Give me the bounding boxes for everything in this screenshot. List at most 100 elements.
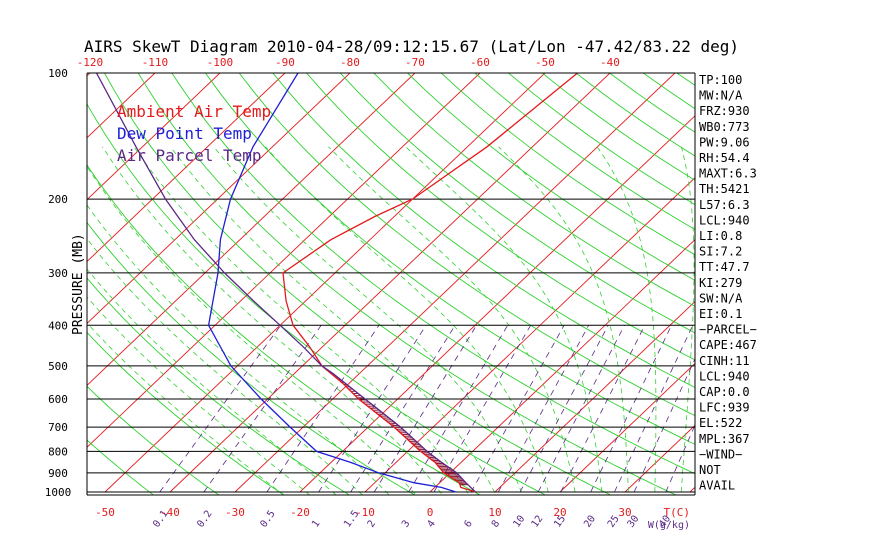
isotherm-line <box>755 73 870 492</box>
side-panel-item: LFC:939 <box>699 401 750 415</box>
dry-adiabat-line <box>373 73 695 307</box>
dry-adiabat-line <box>137 73 677 495</box>
dry-adiabat-line <box>205 73 695 445</box>
mixing-ratio-label: 20 <box>582 514 598 530</box>
mixing-ratio-line <box>519 325 609 493</box>
side-panel-item: TH:5421 <box>699 182 750 196</box>
legend-entry: Air Parcel Temp <box>117 146 262 165</box>
bottom-temp-tick-label: -30 <box>225 506 245 519</box>
axes: 0.1 0.2 0.5 1 1.5 2 3 4 6 8 10 12 15 20 25 30 4010020030… <box>45 56 696 531</box>
side-panel-item: WB0:773 <box>699 120 750 134</box>
side-panel-item: CAP:0.0 <box>699 385 750 399</box>
mixing-ratio-label: 10 <box>511 514 527 530</box>
side-panel-item: MW:N/A <box>699 89 743 103</box>
top-temp-tick-label: -110 <box>142 56 169 69</box>
series-line <box>95 73 476 493</box>
side-panel-item: L57:6.3 <box>699 198 750 212</box>
moist-adiabat-line <box>87 165 417 495</box>
mixing-ratio-label: 6 <box>462 518 474 529</box>
y-axis-label: PRESSURE (MB) <box>71 233 86 335</box>
mixing-ratio-line <box>266 325 380 493</box>
side-panel-item: SW:N/A <box>699 291 743 305</box>
x-unit-label: T(C) <box>664 506 691 519</box>
mixing-ratio-label: 4 <box>425 518 437 529</box>
isotherm-line <box>494 300 695 493</box>
dry-adiabat-line <box>87 385 220 495</box>
isotherm-line <box>559 362 695 493</box>
side-panel-item: MPL:367 <box>699 432 750 446</box>
isotherm-line <box>169 73 611 493</box>
side-panel-item: CAPE:467 <box>699 338 757 352</box>
mixing-ratio-line <box>470 325 565 493</box>
moist-adiabat-line <box>170 146 497 495</box>
dry-adiabat-line <box>87 331 285 495</box>
side-panel-item: −PARCEL− <box>699 323 757 337</box>
dry-adiabat-line <box>171 73 695 475</box>
side-panel-item: CINH:11 <box>699 354 750 368</box>
mixing-ratio-label: 2 <box>366 518 378 529</box>
side-panel-item: RH:54.4 <box>699 151 750 165</box>
pressure-tick-label: 600 <box>48 393 68 406</box>
pressure-tick-label: 700 <box>48 421 68 434</box>
mixing-ratio-line <box>560 325 646 493</box>
pressure-tick-label: 800 <box>48 445 68 458</box>
pressure-tick-label: 400 <box>48 319 68 332</box>
isotherm-line <box>0 73 25 492</box>
isotherm-line <box>820 73 870 492</box>
dry-adiabat-line <box>87 277 351 495</box>
isotherm-line <box>87 73 416 386</box>
dry-adiabat-line <box>238 73 695 417</box>
bottom-temp-tick-label: 20 <box>553 506 566 519</box>
top-temp-tick-label: -80 <box>340 56 360 69</box>
side-panel-item: KI:279 <box>699 276 742 290</box>
dry-adiabat-line <box>339 73 695 334</box>
top-temp-tick-label: -90 <box>275 56 295 69</box>
pressure-tick-label: 500 <box>48 360 68 373</box>
top-temp-tick-label: -40 <box>600 56 620 69</box>
dry-adiabat-line <box>272 73 695 389</box>
isotherm-line <box>364 177 695 493</box>
isotherm-line <box>299 115 695 493</box>
side-panel-item: EL:522 <box>699 416 742 430</box>
bottom-temp-tick-label: 0 <box>427 506 434 519</box>
isotherm-line <box>87 73 286 263</box>
side-panel-item: −WIND− <box>699 447 742 461</box>
chart-title: AIRS SkewT Diagram 2010-04-28/09:12:15.6… <box>84 37 739 56</box>
dry-adiabat-line <box>87 164 481 495</box>
bottom-temp-tick-label: 30 <box>618 506 631 519</box>
dry-adiabat-line <box>508 73 695 206</box>
mixing-ratio-unit-label: W(g/kg) <box>648 520 690 531</box>
profiles <box>95 73 578 493</box>
dry-adiabat-line <box>642 73 695 110</box>
side-panel-item: TT:47.7 <box>699 260 750 274</box>
side-panel-item: NOT <box>699 463 721 477</box>
pressure-tick-label: 1000 <box>45 486 72 499</box>
pressure-tick-label: 100 <box>48 67 68 80</box>
top-temp-tick-label: -60 <box>470 56 490 69</box>
series-line <box>282 73 578 493</box>
mixing-ratio-line <box>633 357 695 493</box>
mixing-ratio-label: 0.2 <box>195 509 214 530</box>
moist-adiabat-line <box>328 146 577 495</box>
mixing-ratio-line <box>159 325 282 493</box>
series-line <box>207 73 457 493</box>
bottom-temp-tick-label: -10 <box>355 506 375 519</box>
dry-adiabat-line <box>87 439 155 495</box>
side-panel-item: TP:100 <box>699 73 742 87</box>
mixing-ratio-label: 12 <box>530 514 546 530</box>
mixing-ratio-line <box>614 325 694 493</box>
dry-adiabat-line <box>407 73 695 281</box>
dry-adiabat-line <box>87 103 547 495</box>
side-panel-item: LI:0.8 <box>699 229 742 243</box>
mixing-ratio-line <box>537 325 625 493</box>
dry-adiabat-line <box>306 73 695 361</box>
side-panel-item: MAXT:6.3 <box>699 167 757 181</box>
mixing-ratio-line <box>497 325 590 493</box>
legend-entry: Dew Point Temp <box>117 124 252 143</box>
side-panel-item: PW:9.06 <box>699 135 750 149</box>
side-panel-item: LCL:940 <box>699 369 750 383</box>
bottom-temp-tick-label: -50 <box>95 506 115 519</box>
pressure-tick-label: 900 <box>48 467 68 480</box>
top-temp-tick-label: -50 <box>535 56 555 69</box>
